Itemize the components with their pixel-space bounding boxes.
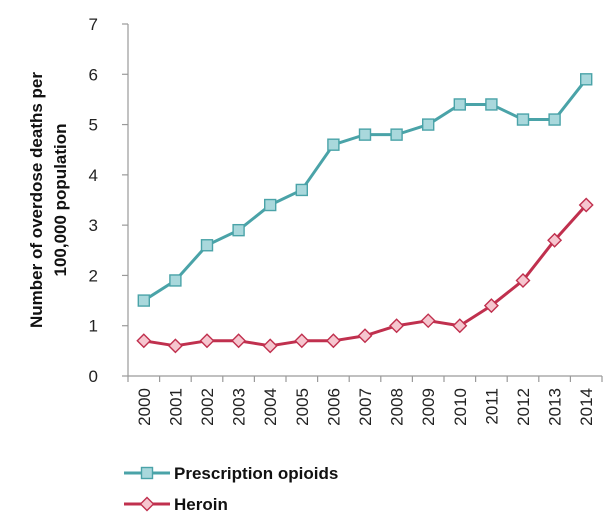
x-tick-label: 2014 xyxy=(577,388,596,426)
data-point xyxy=(200,239,214,252)
data-point xyxy=(357,328,373,344)
series-line xyxy=(142,78,588,302)
data-point xyxy=(485,98,498,111)
data-point xyxy=(295,183,308,197)
y-axis-title-line: 100,000 population xyxy=(51,123,70,276)
data-point xyxy=(325,333,341,349)
data-point xyxy=(548,113,561,126)
data-point xyxy=(483,298,499,314)
data-point xyxy=(420,313,436,329)
x-tick-label: 2013 xyxy=(546,388,565,426)
y-axis-ticks: 0 1 2 3 4 5 6 7 xyxy=(89,15,128,386)
x-tick-label: 2011 xyxy=(482,388,501,425)
y-tick-label: 3 xyxy=(89,216,98,235)
data-point xyxy=(578,197,594,213)
x-tick-label: 2004 xyxy=(261,388,280,426)
y-tick-label: 7 xyxy=(89,15,98,34)
data-point xyxy=(422,118,435,131)
series-layer xyxy=(136,73,594,354)
data-point xyxy=(516,113,530,126)
data-point xyxy=(232,223,245,237)
x-tick-label: 2001 xyxy=(166,388,185,426)
y-tick-label: 2 xyxy=(89,266,98,285)
x-tick-label: 2005 xyxy=(293,388,312,426)
data-point xyxy=(358,128,372,141)
data-point xyxy=(453,98,466,111)
legend-label: Prescription opioids xyxy=(174,464,338,483)
y-tick-label: 0 xyxy=(89,367,98,386)
data-point xyxy=(169,274,182,287)
data-point xyxy=(580,73,593,86)
x-axis-ticks: 2000 2001 2002 2003 2004 2005 2006 2007 2008 2009… xyxy=(127,376,603,426)
data-point xyxy=(199,333,215,349)
data-point xyxy=(389,318,405,334)
x-tick-label: 2003 xyxy=(230,388,249,426)
data-point xyxy=(231,333,247,349)
data-point xyxy=(262,338,278,354)
x-tick-label: 2000 xyxy=(135,388,154,426)
data-point xyxy=(136,333,152,349)
x-tick-label: 2002 xyxy=(198,388,217,426)
y-tick-label: 4 xyxy=(89,166,98,185)
data-point xyxy=(390,128,403,141)
x-tick-label: 2012 xyxy=(514,388,533,426)
legend-swatch-marker xyxy=(140,466,154,480)
legend-label: Heroin xyxy=(174,495,228,514)
legend-swatch-marker xyxy=(139,496,155,512)
data-point xyxy=(327,138,340,151)
x-tick-label: 2009 xyxy=(419,388,438,426)
data-point xyxy=(264,198,277,212)
axes xyxy=(127,24,602,377)
legend-item: Prescription opioids xyxy=(124,464,338,483)
data-point xyxy=(547,232,563,248)
series-heroin xyxy=(136,197,594,354)
legend: Prescription opioids Heroin xyxy=(124,464,338,514)
data-point xyxy=(452,318,468,334)
y-axis-title-line: Number of overdose deaths per xyxy=(27,72,46,328)
x-tick-label: 2008 xyxy=(388,388,407,426)
x-tick-label: 2010 xyxy=(451,388,470,426)
y-tick-label: 5 xyxy=(89,116,98,135)
series-line xyxy=(143,204,588,348)
y-tick-label: 6 xyxy=(89,65,98,84)
data-point xyxy=(294,333,310,349)
data-point xyxy=(137,294,151,307)
y-tick-label: 1 xyxy=(89,317,98,336)
data-point xyxy=(515,272,531,288)
legend-item: Heroin xyxy=(124,495,228,514)
x-tick-label: 2007 xyxy=(356,388,375,426)
y-axis-title: Number of overdose deaths per 100,000 pop… xyxy=(27,72,70,328)
x-tick-label: 2006 xyxy=(324,388,343,426)
series-prescription-opioids xyxy=(137,73,593,307)
data-point xyxy=(167,338,183,354)
